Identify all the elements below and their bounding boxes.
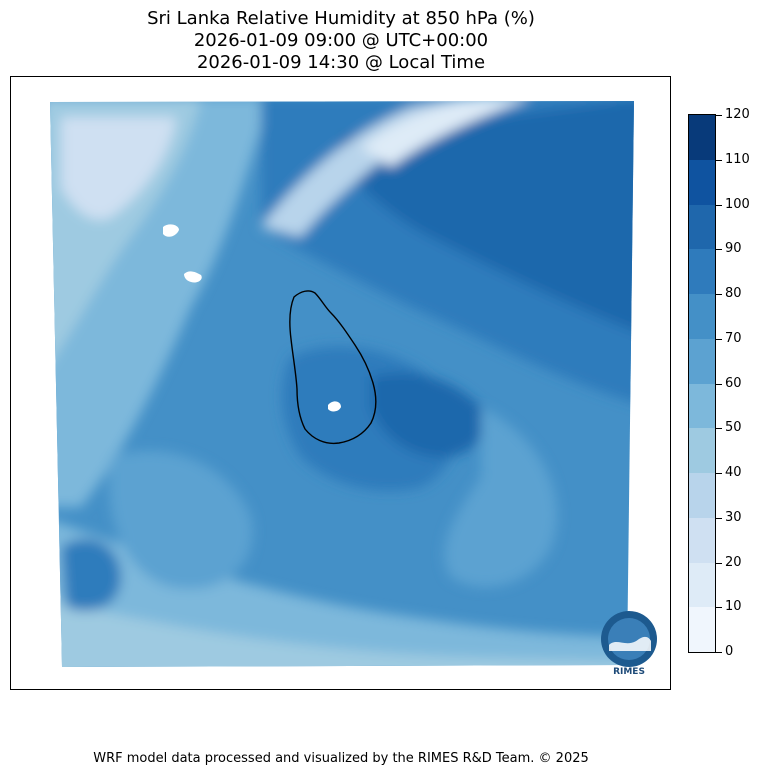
colorbar-tick bbox=[716, 249, 722, 251]
colorbar-tick bbox=[716, 294, 722, 295]
colorbar-segment bbox=[689, 249, 715, 294]
colorbar-tick-label: 40 bbox=[725, 465, 742, 480]
colorbar-segment bbox=[689, 159, 715, 205]
colorbar-tick-label: 100 bbox=[725, 196, 750, 212]
colorbar-tick-label: 110 bbox=[725, 151, 750, 167]
colorbar-tick-label: 80 bbox=[725, 286, 742, 301]
colorbar-tick bbox=[716, 607, 722, 609]
rimes-logo-text: RIMES bbox=[613, 667, 645, 677]
colorbar-tick bbox=[716, 473, 722, 474]
colorbar-tick bbox=[716, 428, 722, 430]
colorbar-segment bbox=[689, 607, 715, 652]
colorbar-segment bbox=[689, 428, 715, 473]
map-frame: RIMES bbox=[10, 76, 671, 690]
colorbar-tick bbox=[716, 338, 722, 340]
colorbar-tick-label: 20 bbox=[725, 554, 742, 570]
humidity-field bbox=[50, 101, 634, 667]
colorbar-tick-label: 30 bbox=[725, 509, 742, 525]
colorbar-tick-label: 120 bbox=[725, 107, 750, 122]
colorbar-tick bbox=[716, 652, 722, 653]
colorbar-segment bbox=[689, 562, 715, 608]
colorbar-tick bbox=[716, 204, 722, 206]
colorbar-tick-label: 50 bbox=[725, 420, 742, 436]
colorbar bbox=[688, 114, 716, 653]
colorbar-tick bbox=[716, 383, 722, 385]
footer-credit: WRF model data processed and visualized … bbox=[93, 751, 589, 766]
colorbar-tick-label: 10 bbox=[725, 599, 742, 615]
colorbar-segment bbox=[689, 293, 715, 339]
colorbar-tick-label: 60 bbox=[725, 375, 742, 391]
map-title-line2: 2026-01-09 09:00 @ UTC+00:00 bbox=[193, 30, 489, 51]
colorbar-segment bbox=[689, 472, 715, 518]
colorbar-tick-label: 0 bbox=[725, 644, 734, 659]
colorbar-tick-label: 70 bbox=[725, 330, 742, 346]
colorbar-segment bbox=[689, 383, 715, 429]
colorbar-segment bbox=[689, 204, 715, 250]
sri-lanka-outline bbox=[289, 290, 377, 445]
colorbar-segment bbox=[689, 338, 715, 384]
colorbar-tick bbox=[716, 115, 722, 116]
humidity-map: RIMES bbox=[50, 101, 657, 677]
colorbar-tick bbox=[716, 517, 722, 519]
colorbar-tick-label: 90 bbox=[725, 241, 742, 257]
colorbar-tick bbox=[716, 159, 722, 161]
map-title-line1: Sri Lanka Relative Humidity at 850 hPa (… bbox=[147, 8, 535, 29]
colorbar-segment bbox=[689, 517, 715, 563]
colorbar-tick bbox=[716, 562, 722, 564]
colorbar-segment bbox=[689, 114, 715, 160]
map-title-line3: 2026-01-09 14:30 @ Local Time bbox=[196, 52, 486, 73]
rimes-logo: RIMES bbox=[601, 611, 657, 677]
